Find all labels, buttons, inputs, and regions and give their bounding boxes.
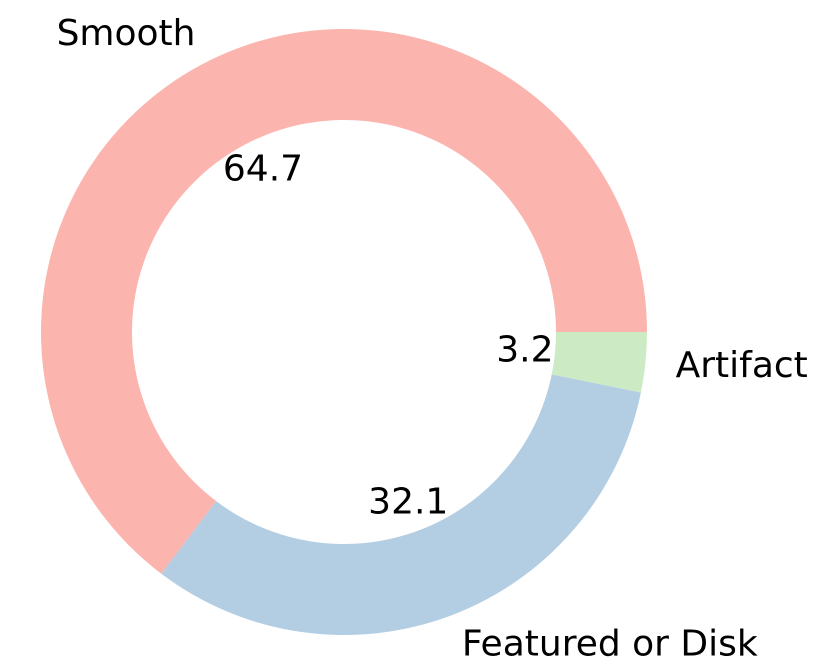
slice-featured-or-disk — [161, 374, 641, 635]
value-label-featured-or-disk: 32.1 — [368, 482, 448, 523]
value-label-smooth: 64.7 — [223, 149, 303, 190]
labels-layer: Smooth 64.7 Featured or Disk 32.1 Artifact 3.… — [57, 13, 808, 664]
category-label-featured-or-disk: Featured or Disk — [462, 623, 758, 664]
slices-layer — [41, 28, 648, 635]
slice-smooth — [41, 28, 648, 574]
slice-artifact — [551, 332, 647, 393]
category-label-smooth: Smooth — [57, 13, 196, 54]
category-label-artifact: Artifact — [676, 345, 808, 386]
value-label-artifact: 3.2 — [496, 330, 553, 371]
